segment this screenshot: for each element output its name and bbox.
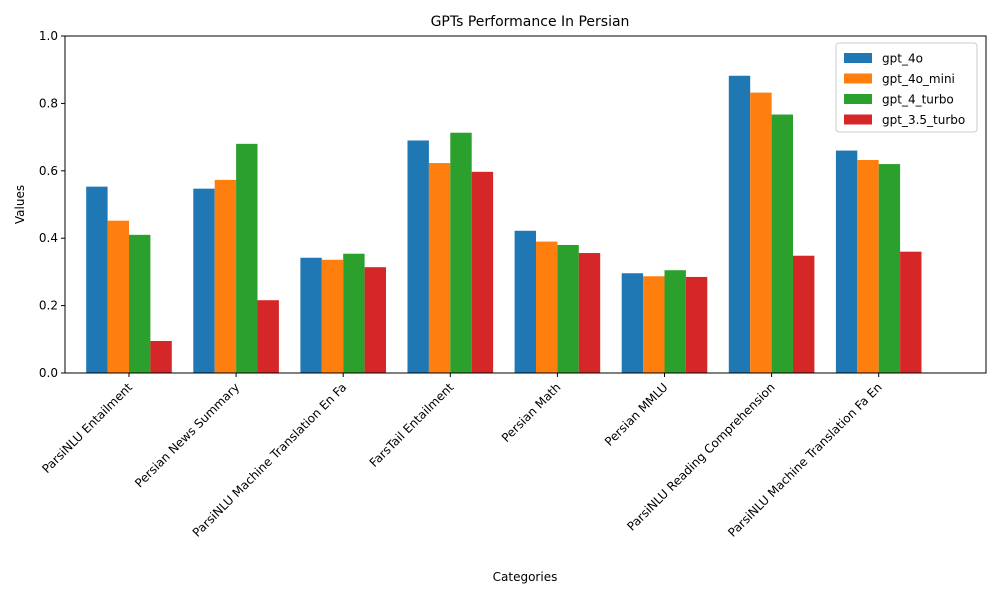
legend: gpt_4o gpt_4o_mini gpt_4_turbo gpt_3.5_turb… (835, 42, 978, 133)
bar-gpt-4o (300, 257, 322, 373)
bar-gpt-4-turbo (450, 132, 472, 373)
bar-gpt-4o-mini (536, 241, 558, 373)
bar-gpt-4-turbo (771, 114, 793, 374)
plot-frame (64, 35, 987, 374)
bar-gpt-3-5-turbo (364, 267, 386, 373)
legend-label: gpt_4_turbo (882, 93, 954, 107)
bar-gpt-4o (514, 230, 536, 373)
bar-gpt-4o-mini (428, 163, 451, 373)
chart-title: GPTs Performance In Persian (431, 14, 630, 30)
legend-label: gpt_4o_mini (882, 72, 955, 86)
bar-gpt-4o (407, 140, 429, 373)
legend-label: gpt_4o (882, 52, 923, 66)
legend-box (835, 42, 978, 133)
legend-label: gpt_3.5_turbo (882, 113, 965, 127)
legend-swatch (844, 114, 872, 125)
bar-gpt-4o (728, 75, 751, 374)
legend-swatch (844, 53, 872, 63)
y-tick-label: 0.4 (39, 231, 58, 245)
legend-swatch (844, 73, 872, 84)
legend-swatch (844, 94, 872, 104)
bar-gpt-4o-mini (643, 276, 665, 373)
bar-gpt-4-turbo (236, 143, 258, 373)
y-axis-label: Values (13, 185, 27, 224)
bar-gpt-4-turbo (878, 164, 901, 373)
y-tick-label: 1.0 (39, 29, 58, 43)
y-tick-label: 0.0 (39, 366, 58, 380)
bar-gpt-4-turbo (129, 234, 151, 373)
x-axis-label: Categories (493, 570, 558, 584)
bar-gpt-4o-mini (321, 259, 344, 373)
bars-group (86, 75, 922, 374)
y-tick-label: 0.8 (39, 96, 58, 110)
bar-gpt-4o-mini (107, 220, 129, 373)
bar-gpt-4o-mini (214, 179, 237, 373)
y-axis: 0.0 0.2 0.4 0.6 0.8 1.0 (39, 29, 65, 380)
bar-gpt-3-5-turbo (257, 300, 279, 373)
bar-gpt-4-turbo (664, 270, 686, 373)
bar-gpt-3-5-turbo (150, 340, 172, 373)
bar-gpt-4-turbo (557, 244, 579, 373)
bar-gpt-3-5-turbo (900, 251, 922, 373)
bar-gpt-4o-mini (857, 160, 879, 373)
y-tick-label: 0.6 (39, 164, 58, 178)
bar-gpt-4o-mini (750, 92, 772, 373)
bar-gpt-4o (835, 150, 858, 373)
bar-gpt-3-5-turbo (685, 276, 708, 373)
y-tick-label: 0.2 (39, 299, 58, 313)
bar-gpt-3-5-turbo (471, 171, 494, 373)
bar-gpt-3-5-turbo (578, 253, 601, 373)
bar-gpt-4o (193, 188, 215, 373)
bar-gpt-4o (86, 186, 108, 373)
bar-gpt-4-turbo (343, 253, 365, 373)
bar-gpt-3-5-turbo (793, 255, 815, 373)
bar-gpt-4o (621, 273, 644, 373)
